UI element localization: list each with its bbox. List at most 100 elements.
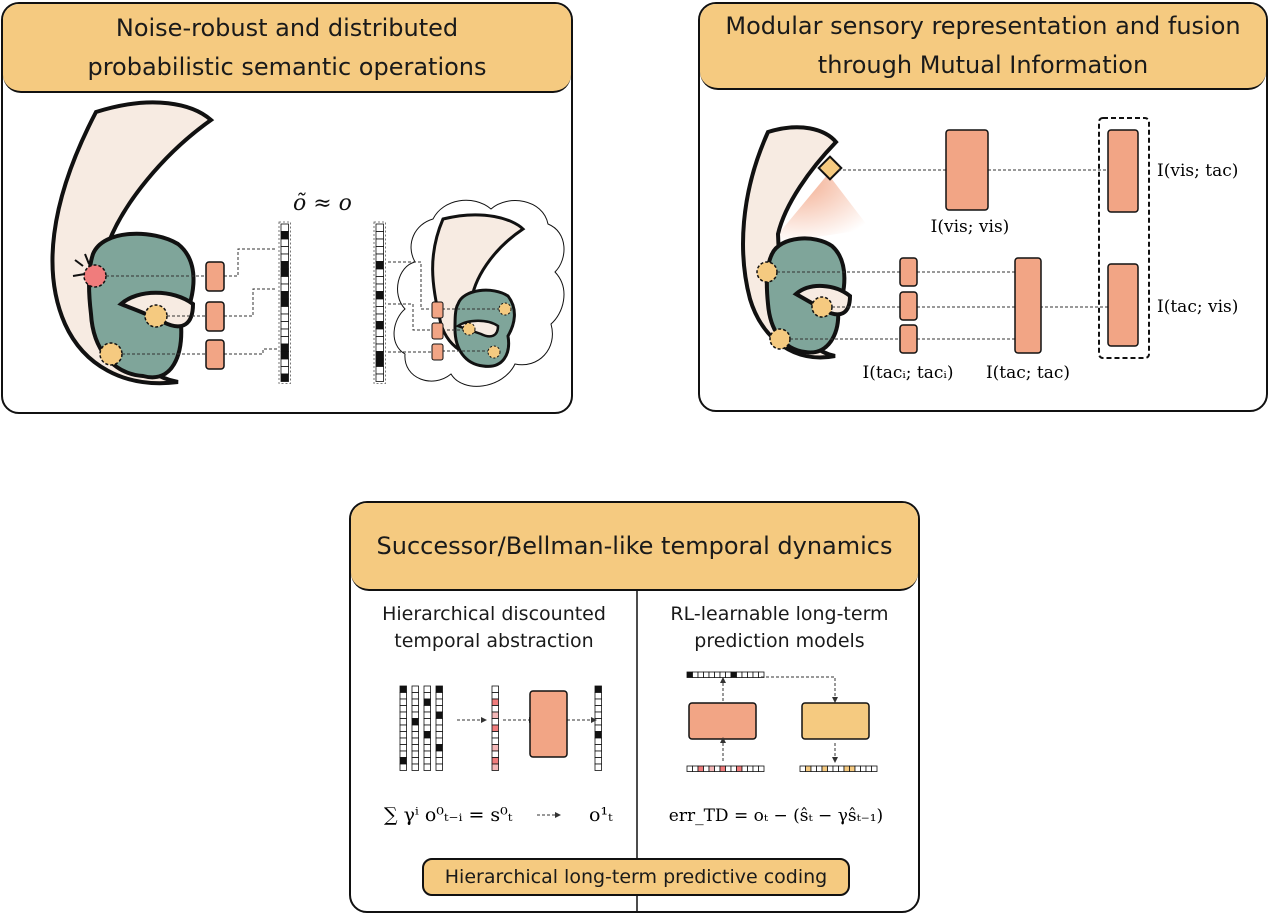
right-subtitle: RL-learnable long-term prediction models (670, 603, 889, 652)
vector-cell (399, 718, 407, 726)
vector-cell (280, 366, 289, 375)
vector-cell (594, 724, 602, 732)
vector-cell (686, 671, 693, 678)
vector-cell (375, 373, 384, 382)
vector-cell (280, 223, 289, 232)
vector-cell (703, 765, 710, 772)
vector-cell (692, 671, 699, 678)
vector-cell (399, 711, 407, 719)
vector-cell (399, 724, 407, 732)
vector-cell (375, 358, 384, 367)
vector-cell (736, 671, 743, 678)
label-vis-tac: I(vis; tac) (1157, 161, 1238, 181)
vector-cell (423, 750, 431, 758)
vector-cell (423, 685, 431, 693)
vector-cell (375, 306, 384, 315)
vector-cell (714, 671, 721, 678)
panel-modular-sensory: Modular sensory representation and fusio… (698, 2, 1268, 412)
vector-cell (399, 705, 407, 713)
bottom-pill: Hierarchical long-term predictive coding (422, 858, 850, 896)
vector-cell (736, 765, 743, 772)
camera-sensor-icon (817, 155, 843, 181)
vector-cell (411, 744, 419, 752)
receptor-icon (99, 342, 123, 366)
vector-cell (411, 737, 419, 745)
vector-cell (435, 685, 443, 693)
vector-cell (280, 298, 289, 307)
vector-cell (692, 765, 699, 772)
vector-cell (423, 692, 431, 700)
vector-cell (280, 246, 289, 255)
vector-cell (375, 351, 384, 360)
vector-cell (280, 328, 289, 337)
vector-cell (832, 765, 839, 772)
noise-diagram: õ ≈ o (50, 100, 565, 387)
vector-cell (423, 698, 431, 706)
vector-cell (280, 238, 289, 247)
vector-cell (423, 731, 431, 739)
vector-cell (491, 757, 499, 765)
vector-cell (747, 765, 754, 772)
vector-cell (435, 731, 443, 739)
vector-cell (435, 705, 443, 713)
vector-cell (399, 744, 407, 752)
vector-cell (423, 763, 431, 771)
vector-cell (747, 671, 754, 678)
label-tac-vis: I(tac; vis) (1157, 297, 1238, 317)
vector-cell (375, 261, 384, 270)
vector-cell (399, 763, 407, 771)
vector-cell (491, 698, 499, 706)
approx-label: õ ≈ o (293, 191, 352, 216)
top-vector (686, 671, 765, 678)
receptor-icon (811, 296, 833, 318)
panel-modular-title-line1: Modular sensory representation and fusio… (725, 12, 1241, 40)
vector-cell (491, 705, 499, 713)
vector-cell (280, 321, 289, 330)
vector-cell (435, 757, 443, 765)
vector-cell (594, 750, 602, 758)
vector-cell (280, 313, 289, 322)
vector-cell (838, 765, 845, 772)
receptor-icon (144, 304, 168, 328)
receptor-icon (756, 261, 778, 283)
bottom-vector-orange (799, 765, 878, 772)
vector-cell (411, 705, 419, 713)
vector-cell (375, 283, 384, 292)
vector-cell (719, 671, 726, 678)
vector-cell (708, 671, 715, 678)
vector-cell (805, 765, 812, 772)
vector-cell (423, 757, 431, 765)
vector-cell (375, 298, 384, 307)
vector-cell (375, 246, 384, 255)
vector-cell (375, 336, 384, 345)
vector-cell (697, 671, 704, 678)
vector-cell (375, 343, 384, 352)
receptor-noisy-icon (83, 264, 107, 288)
vector-cell (411, 692, 419, 700)
vector-cell (399, 731, 407, 739)
vector-cell (725, 671, 732, 678)
vector-cell (411, 750, 419, 758)
panel-successor-title: Successor/Bellman-like temporal dynamics (376, 531, 893, 560)
vector-cell (399, 737, 407, 745)
vector-cell (375, 291, 384, 300)
vector-cell (703, 671, 710, 678)
vector-cell (725, 765, 732, 772)
vector-cell (843, 765, 850, 772)
vector-cell (375, 238, 384, 247)
vector-cell (411, 731, 419, 739)
vector-cell (686, 765, 693, 772)
label-vis-vis: I(vis; vis) (931, 217, 1010, 237)
vector-cell (280, 261, 289, 270)
vector-cell (741, 671, 748, 678)
discounted-vector (491, 685, 499, 771)
vector-cell (280, 351, 289, 360)
vector-cell (697, 765, 704, 772)
vector-cell (491, 724, 499, 732)
vector-cell (849, 765, 856, 772)
vector-cell (399, 692, 407, 700)
vector-cell (594, 705, 602, 713)
stacked-vectors (399, 685, 443, 771)
vector-cell (399, 698, 407, 706)
label-tac-tac: I(tac; tac) (986, 363, 1070, 383)
